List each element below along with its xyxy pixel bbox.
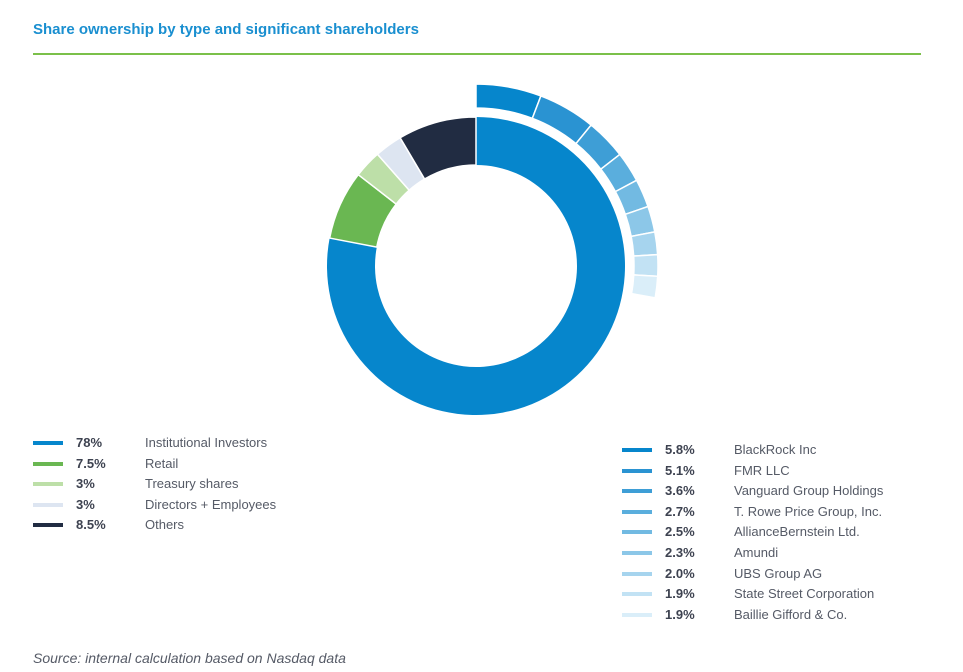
shareholder-slice-9 bbox=[630, 274, 659, 299]
ownership-legend-swatch bbox=[33, 482, 63, 487]
shareholder-legend-value: 2.3% bbox=[665, 544, 695, 560]
source-note: Source: internal calculation based on Na… bbox=[33, 650, 346, 666]
shareholder-legend-item: 5.8% BlackRock Inc bbox=[622, 442, 942, 463]
shareholder-legend-item: 1.9% Baillie Gifford & Co. bbox=[622, 607, 942, 628]
shareholder-legend-value: 1.9% bbox=[665, 586, 695, 602]
shareholder-legend-value: 2.0% bbox=[665, 565, 695, 581]
ownership-legend-swatch bbox=[33, 461, 63, 466]
shareholder-legend-item: 2.7% T. Rowe Price Group, Inc. bbox=[622, 504, 942, 525]
ownership-legend-value: 78% bbox=[76, 435, 103, 450]
shareholder-legend-label: State Street Corporation bbox=[734, 586, 875, 602]
ownership-legend-item: 3% Treasury shares bbox=[33, 476, 353, 497]
ownership-legend-label: Retail bbox=[145, 455, 179, 471]
shareholder-legend-label: Vanguard Group Holdings bbox=[734, 483, 884, 499]
title-divider bbox=[33, 53, 921, 55]
shareholder-legend-swatch bbox=[622, 468, 652, 473]
ownership-legend-value: 7.5% bbox=[76, 455, 106, 471]
ownership-legend-value: 3% bbox=[76, 476, 95, 492]
shareholder-legend-swatch bbox=[622, 489, 652, 494]
shareholder-legend-label: T. Rowe Price Group, Inc. bbox=[734, 503, 883, 519]
ownership-legend-swatch bbox=[33, 502, 63, 507]
chart-title: Share ownership by type and significant … bbox=[33, 21, 419, 38]
ownership-legend-item: 78% Institutional Investors bbox=[33, 435, 353, 456]
ownership-slice-5 bbox=[399, 116, 477, 181]
shareholder-legend-item: 2.5% AllianceBernstein Ltd. bbox=[622, 524, 942, 545]
shareholder-legend-item: 2.0% UBS Group AG bbox=[622, 566, 942, 587]
shareholder-slice-1 bbox=[475, 83, 542, 120]
ownership-donut-chart bbox=[326, 83, 659, 415]
shareholder-legend-label: Baillie Gifford & Co. bbox=[734, 606, 848, 622]
shareholder-legend-swatch bbox=[622, 448, 652, 452]
shareholder-legend-swatch bbox=[622, 571, 652, 576]
shareholder-slice-7 bbox=[630, 231, 659, 257]
shareholder-slice-8 bbox=[632, 253, 659, 278]
ownership-legend-label: Institutional Investors bbox=[145, 435, 268, 450]
ownership-legend-value: 8.5% bbox=[76, 517, 106, 533]
ownership-legend-item: 3% Directors + Employees bbox=[33, 497, 353, 518]
shareholder-legend-item: 3.6% Vanguard Group Holdings bbox=[622, 483, 942, 504]
shareholder-legend-item: 2.3% Amundi bbox=[622, 545, 942, 566]
shareholders-legend: 5.8% BlackRock Inc 5.1% FMR LLC 3.6% Vanguard… bbox=[622, 442, 942, 627]
shareholder-legend-swatch bbox=[622, 530, 652, 535]
ownership-legend-swatch bbox=[33, 523, 63, 528]
shareholder-legend-label: AllianceBernstein Ltd. bbox=[734, 524, 860, 540]
ownership-legend-label: Others bbox=[145, 517, 185, 533]
shareholder-legend-label: FMR LLC bbox=[734, 462, 790, 478]
shareholder-legend-swatch bbox=[622, 592, 652, 597]
shareholder-legend-item: 5.1% FMR LLC bbox=[622, 463, 942, 484]
shareholder-legend-label: Amundi bbox=[734, 544, 779, 560]
ownership-legend-swatch bbox=[33, 441, 63, 445]
shareholder-legend-label: UBS Group AG bbox=[734, 565, 823, 581]
shareholder-legend-swatch bbox=[622, 550, 652, 555]
ownership-legend-item: 7.5% Retail bbox=[33, 456, 353, 477]
shareholder-legend-value: 2.7% bbox=[665, 503, 695, 519]
ownership-legend-label: Directors + Employees bbox=[145, 496, 277, 512]
shareholder-legend-swatch bbox=[622, 612, 652, 617]
shareholder-legend-value: 3.6% bbox=[665, 483, 695, 499]
shareholder-legend-value: 2.5% bbox=[665, 524, 695, 540]
ownership-legend-value: 3% bbox=[76, 496, 95, 512]
shareholder-legend-value: 5.1% bbox=[665, 462, 695, 478]
shareholder-legend-item: 1.9% State Street Corporation bbox=[622, 586, 942, 607]
shareholder-legend-label: BlackRock Inc bbox=[734, 442, 817, 457]
shareholder-legend-swatch bbox=[622, 509, 652, 514]
ownership-type-legend: 78% Institutional Investors 7.5% Retail 3% Tr… bbox=[33, 435, 353, 538]
shareholder-legend-value: 5.8% bbox=[665, 442, 695, 457]
ownership-legend-item: 8.5% Others bbox=[33, 517, 353, 538]
shareholder-legend-value: 1.9% bbox=[665, 606, 695, 622]
ownership-slice-1 bbox=[326, 117, 625, 415]
ownership-legend-label: Treasury shares bbox=[145, 476, 239, 492]
